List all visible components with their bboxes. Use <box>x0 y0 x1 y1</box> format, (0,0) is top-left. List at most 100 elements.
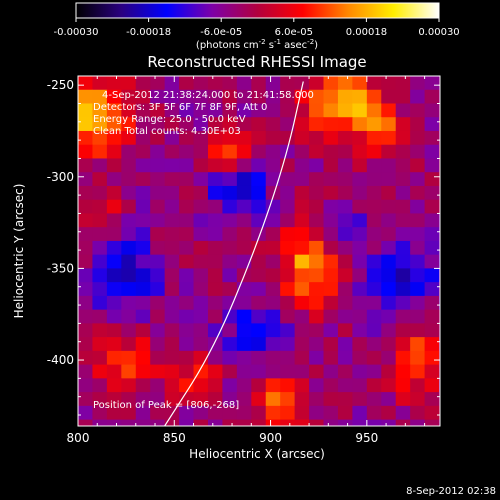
heatmap-cell <box>135 309 151 324</box>
heatmap-cell <box>135 364 151 379</box>
heatmap-cell <box>424 282 440 297</box>
heatmap-cell <box>164 419 180 426</box>
heatmap-cell <box>92 392 108 407</box>
heatmap-cell <box>410 144 425 159</box>
heatmap-cell <box>337 158 353 173</box>
heatmap-cell <box>309 419 324 426</box>
heatmap-cell <box>251 117 267 132</box>
heatmap-cell <box>135 254 151 269</box>
heatmap-cell <box>251 76 267 91</box>
heatmap-cell <box>424 103 440 118</box>
heatmap-cell <box>78 117 93 132</box>
heatmap-cell <box>150 364 166 379</box>
heatmap-cell <box>395 419 411 426</box>
heatmap-cell <box>207 268 223 283</box>
heatmap-cell <box>294 309 310 324</box>
heatmap-cell <box>381 254 397 269</box>
heatmap-cell <box>395 172 411 187</box>
heatmap-cell <box>337 295 353 311</box>
heatmap-cell <box>150 199 166 214</box>
heatmap-cell <box>164 76 180 91</box>
heatmap-cell <box>352 282 368 297</box>
heatmap-cell <box>323 199 339 214</box>
heatmap-cell <box>222 419 238 426</box>
heatmap-cell <box>222 337 238 352</box>
colorbar-gradient <box>75 2 440 19</box>
heatmap-cell <box>251 130 267 146</box>
heatmap-cell <box>309 76 324 91</box>
heatmap-cell <box>193 76 209 91</box>
heatmap-cell <box>106 117 122 132</box>
heatmap-cell <box>294 227 310 242</box>
heatmap-cell <box>294 419 310 426</box>
heatmap-cell <box>424 364 440 379</box>
heatmap-cell <box>121 117 137 132</box>
heatmap-cell <box>352 323 368 338</box>
heatmap-cell <box>323 172 339 187</box>
heatmap-cell <box>251 309 267 324</box>
heatmap-cell <box>410 254 425 269</box>
heatmap-cell <box>381 158 397 173</box>
heatmap-cell <box>92 227 108 242</box>
heatmap-cell <box>366 419 382 426</box>
heatmap-cell <box>222 282 238 297</box>
heatmap-cell <box>352 158 368 173</box>
heatmap-cell <box>280 337 296 352</box>
heatmap-cell <box>164 240 180 256</box>
heatmap-cell <box>265 172 281 187</box>
heatmap-cell <box>410 419 425 426</box>
heatmap-cell <box>92 185 108 201</box>
heatmap-cell <box>135 117 151 132</box>
heatmap-cell <box>150 103 166 118</box>
heatmap-cell <box>78 378 93 393</box>
heatmap-cell <box>381 199 397 214</box>
heatmap-cell <box>337 392 353 407</box>
heatmap-cell <box>251 227 267 242</box>
x-axis-label: Heliocentric X (arcsec) <box>189 447 325 461</box>
heatmap-cell <box>193 254 209 269</box>
heatmap-cell <box>222 364 238 379</box>
heatmap-cell <box>381 117 397 132</box>
heatmap-cell <box>410 130 425 146</box>
heatmap-cell <box>366 350 382 366</box>
heatmap-cell <box>106 76 122 91</box>
heatmap-cell <box>410 185 425 201</box>
heatmap-cell <box>424 172 440 187</box>
heatmap-cell <box>381 240 397 256</box>
heatmap-cell <box>424 419 440 426</box>
heatmap-cell <box>366 364 382 379</box>
heatmap-cell <box>222 158 238 173</box>
solar-limb-curve <box>164 81 304 426</box>
heatmap-cell <box>150 323 166 338</box>
heatmap-cell <box>381 282 397 297</box>
heatmap-cell <box>179 117 194 132</box>
heatmap-cell <box>164 117 180 132</box>
heatmap-cell <box>424 199 440 214</box>
heatmap-cell <box>179 405 194 420</box>
colorbar-ticks <box>75 18 440 22</box>
heatmap-cell <box>366 158 382 173</box>
heatmap-cell <box>92 323 108 338</box>
heatmap-cell <box>78 76 93 91</box>
heatmap-cell <box>106 392 122 407</box>
heatmap-cell <box>106 364 122 379</box>
heatmap-cell <box>78 199 93 214</box>
heatmap-cell <box>280 130 296 146</box>
heatmap-cell <box>337 103 353 118</box>
heatmap-cell <box>121 378 137 393</box>
heatmap-cell <box>366 295 382 311</box>
plot-area <box>77 75 441 427</box>
heatmap-cell <box>78 323 93 338</box>
heatmap-cell <box>366 144 382 159</box>
heatmap-cell <box>352 117 368 132</box>
heatmap-cell <box>337 405 353 420</box>
heatmap-cell <box>294 158 310 173</box>
heatmap-cell <box>337 268 353 283</box>
heatmap-cell <box>222 240 238 256</box>
heatmap-cell <box>294 323 310 338</box>
heatmap-cell <box>424 295 440 311</box>
heatmap-cell <box>280 103 296 118</box>
heatmap-cell <box>78 227 93 242</box>
heatmap-cell <box>381 76 397 91</box>
heatmap-cell <box>309 254 324 269</box>
